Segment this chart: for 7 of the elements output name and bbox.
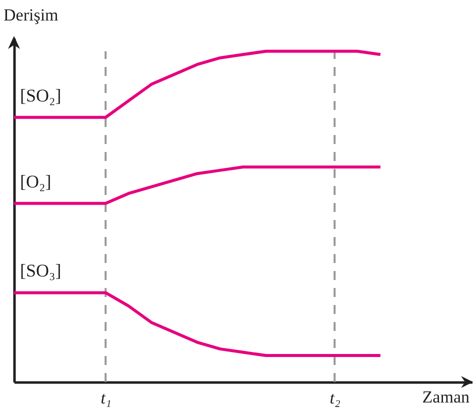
x-axis-title: Zaman — [422, 388, 470, 406]
series-label: [SO₂] — [20, 85, 62, 106]
y-axis-title: Derişim — [4, 6, 58, 24]
x-tick-label: t₂ — [330, 388, 341, 408]
series-label: [SO₃] — [20, 260, 62, 281]
series-label: [O₂] — [20, 171, 52, 192]
x-tick-label: t₁ — [100, 388, 112, 408]
